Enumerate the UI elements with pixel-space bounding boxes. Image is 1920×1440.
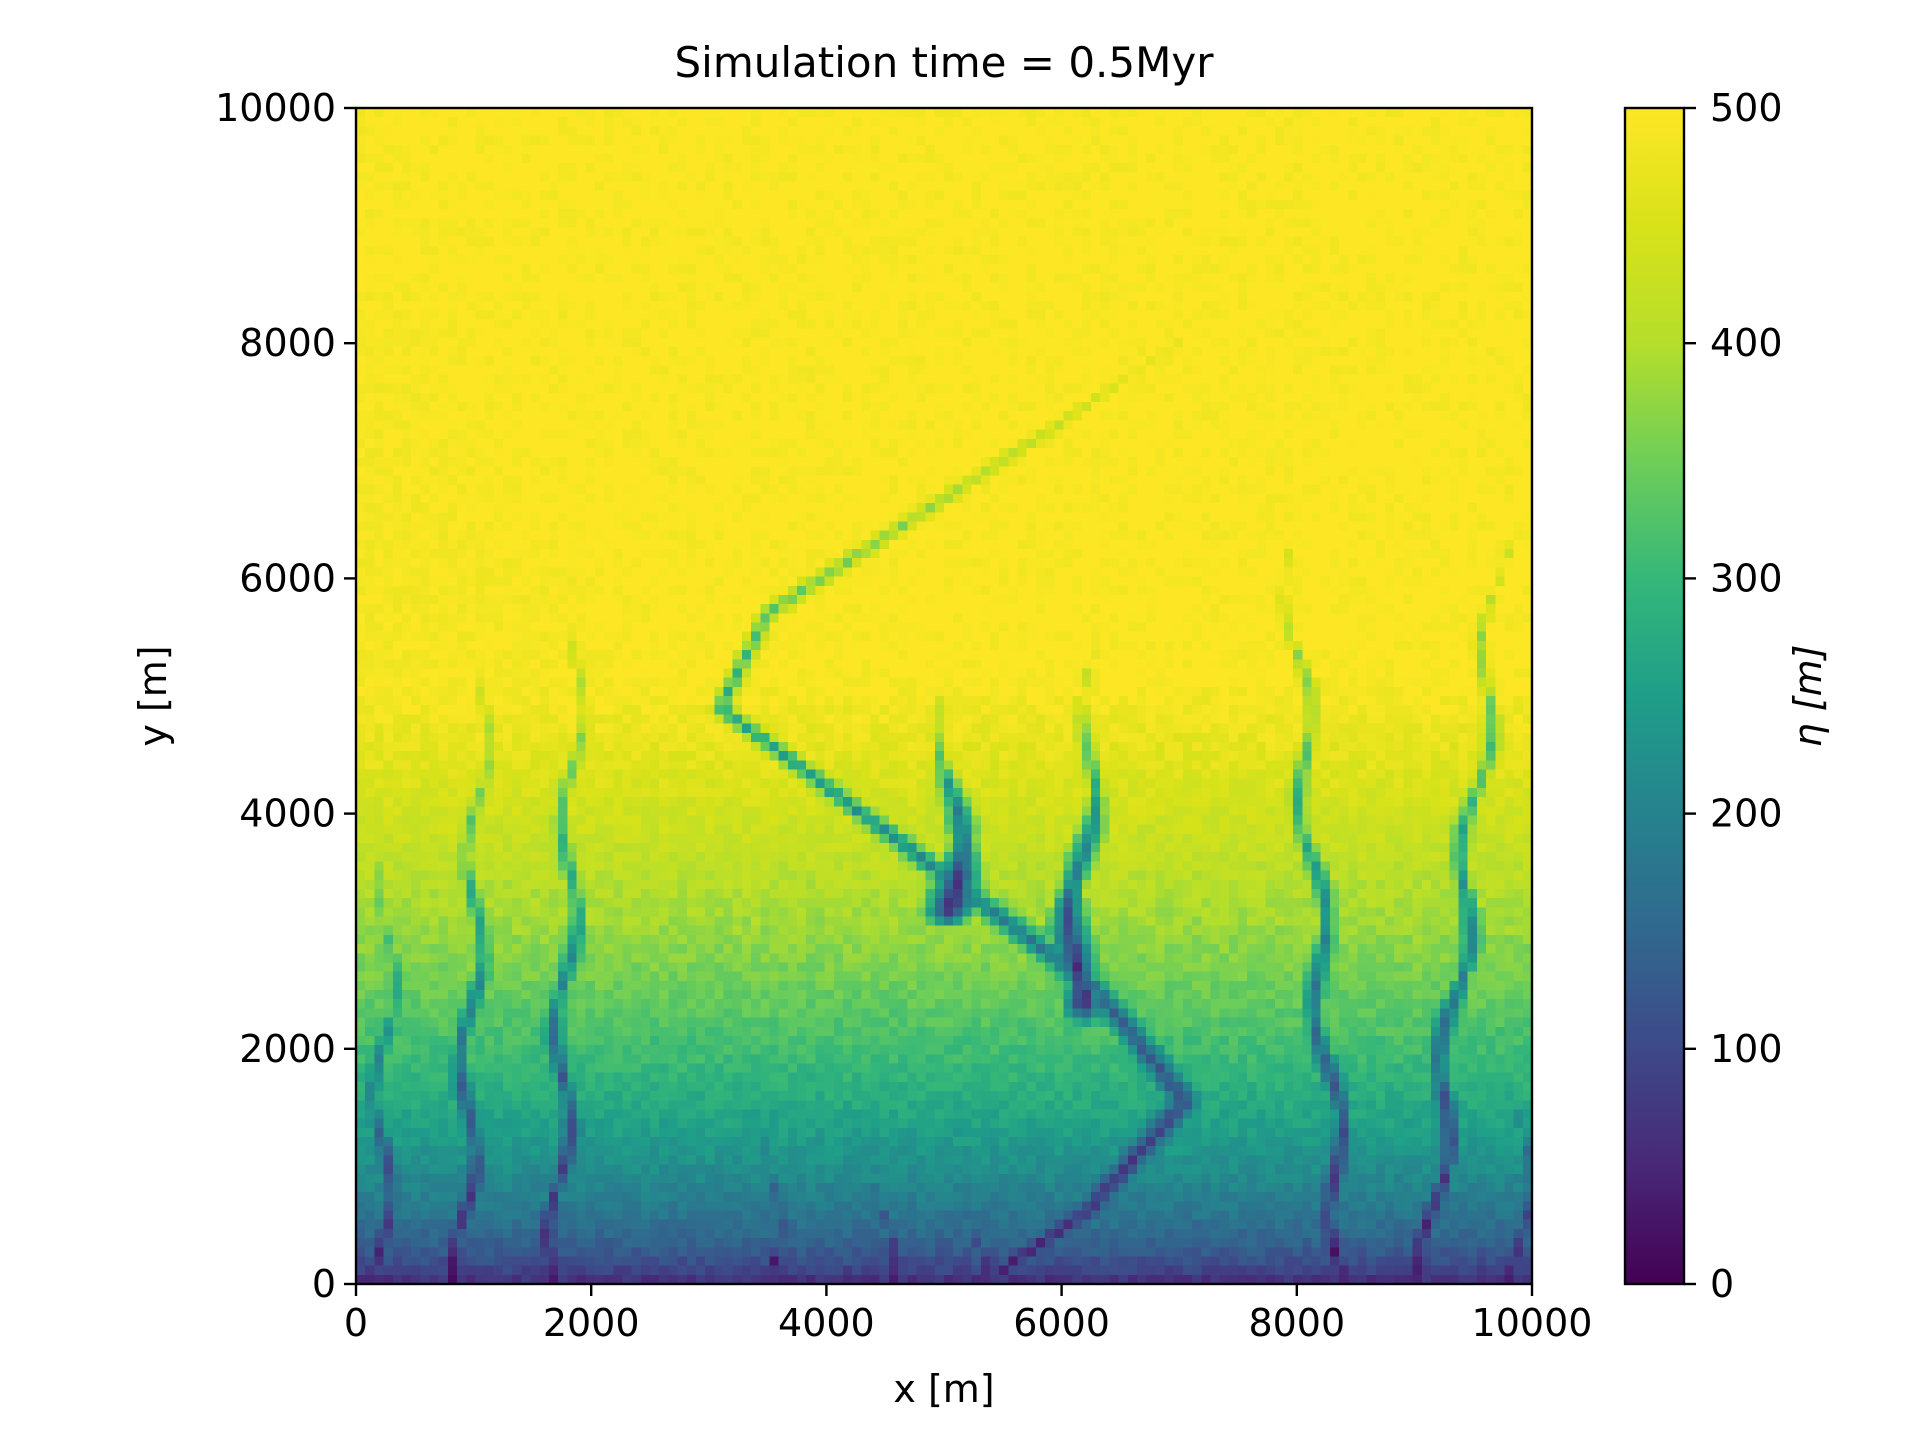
colorbar-tick-label: 0 <box>1710 1262 1734 1306</box>
x-axis: 0 2000 4000 6000 8000 10000 <box>344 1284 1593 1345</box>
colorbar-tick-label: 300 <box>1710 556 1783 600</box>
plot-frame <box>354 106 1534 1286</box>
colorbar-axis: 0 100 200 300 400 500 <box>1684 86 1783 1306</box>
x-tick-label: 10000 <box>1472 1301 1593 1345</box>
x-tick-label: 4000 <box>778 1301 875 1345</box>
y-tick-label: 0 <box>312 1262 336 1306</box>
x-tick-label: 0 <box>344 1301 368 1345</box>
y-tick-label: 2000 <box>239 1027 336 1071</box>
y-tick-label: 4000 <box>239 792 336 836</box>
y-tick-label: 6000 <box>239 556 336 600</box>
colorbar-tick-label: 200 <box>1710 792 1783 836</box>
x-tick-label: 6000 <box>1013 1301 1110 1345</box>
colorbar-label: η [m] <box>1786 645 1830 748</box>
colorbar-tick-label: 400 <box>1710 321 1783 365</box>
y-tick-label: 8000 <box>239 321 336 365</box>
colorbar-gradient <box>1623 106 1686 1286</box>
y-axis: 0 2000 4000 6000 8000 10000 <box>215 86 356 1306</box>
heatmap-canvas <box>356 108 1532 1284</box>
x-tick-label: 2000 <box>543 1301 640 1345</box>
y-tick-label: 10000 <box>215 86 336 130</box>
x-tick-label: 8000 <box>1248 1301 1345 1345</box>
colorbar: 0 100 200 300 400 500 η [m] <box>1623 86 1830 1306</box>
y-axis-label: y [m] <box>131 645 175 746</box>
colorbar-tick-label: 100 <box>1710 1027 1783 1071</box>
colorbar-tick-label: 500 <box>1710 86 1783 130</box>
x-axis-label: x [m] <box>893 1367 994 1411</box>
chart-title: Simulation time = 0.5Myr <box>674 38 1214 87</box>
heatmap-plot-area <box>354 106 1534 1286</box>
